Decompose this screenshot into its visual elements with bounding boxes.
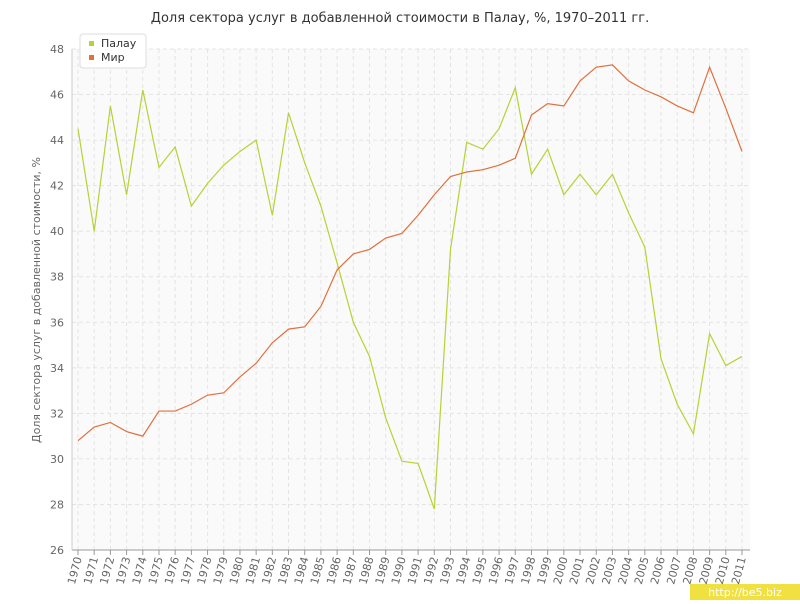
y-tick-label: 46	[50, 89, 64, 102]
y-axis-label: Доля сектора услуг в добавленной стоимос…	[30, 157, 43, 443]
y-tick-label: 40	[50, 225, 64, 238]
series-line	[77, 64, 743, 442]
legend-box	[79, 33, 147, 69]
series-line	[77, 85, 743, 510]
y-tick-label: 28	[50, 498, 64, 511]
y-tick-label: 48	[50, 43, 64, 56]
y-tick-label: 44	[50, 134, 64, 147]
y-tick-label: 38	[50, 271, 64, 284]
y-tick-label: 36	[50, 316, 64, 329]
y-tick-label: 42	[50, 180, 64, 193]
chart-title: Доля сектора услуг в добавленной стоимос…	[151, 11, 649, 26]
legend-swatch	[89, 41, 94, 46]
y-tick-label: 32	[50, 407, 64, 420]
y-tick-label: 30	[50, 453, 64, 466]
watermark-bg	[690, 584, 800, 600]
legend-label: Мир	[101, 51, 125, 64]
y-tick-label: 34	[50, 362, 64, 375]
legend-label: Палау	[101, 37, 137, 50]
plot-area	[72, 49, 750, 550]
legend-swatch	[89, 55, 94, 60]
y-tick-label: 26	[50, 544, 64, 557]
watermark: http://be5.biz	[708, 586, 782, 599]
